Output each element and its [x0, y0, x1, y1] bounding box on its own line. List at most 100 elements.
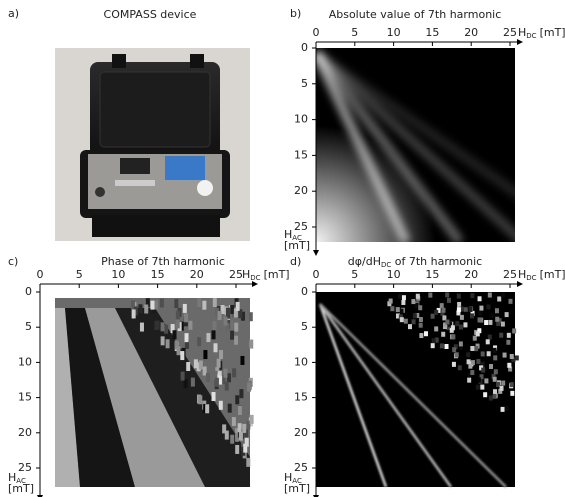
- heatmap-cell: [235, 432, 240, 442]
- heatmap-cell: [514, 355, 519, 361]
- heatmap-cell: [508, 366, 513, 372]
- y-tick-label: 10: [18, 355, 32, 368]
- axis-label: HDC [mT]: [518, 268, 565, 282]
- heatmap-cell: [469, 313, 474, 319]
- panel-title-part: of 7th harmonic: [391, 255, 482, 268]
- heatmap-cell: [235, 301, 240, 311]
- x-axis-arrow: [252, 281, 258, 287]
- device-photo: [55, 48, 250, 241]
- heatmap-cell: [144, 304, 149, 314]
- heatmap-cell: [221, 375, 226, 385]
- heatmap-cell: [240, 311, 245, 321]
- heatmap-cell: [398, 314, 403, 320]
- heatmap-cell: [240, 355, 245, 365]
- heatmap-cell: [233, 308, 238, 318]
- heatmap-cell: [480, 351, 485, 357]
- heatmap-cell: [242, 423, 247, 433]
- heatmap-cell: [463, 302, 468, 308]
- heatmap-cell: [468, 306, 473, 312]
- heatmap-cell: [496, 382, 501, 388]
- panel-label: b): [290, 7, 301, 20]
- heatmap-cell: [475, 343, 480, 349]
- heatmap-cell: [479, 374, 484, 380]
- heatmap-cell: [246, 420, 251, 430]
- heatmap: [55, 298, 254, 487]
- heatmap-cell: [230, 304, 235, 314]
- heatmap-cell: [497, 318, 502, 324]
- heatmap-cell: [399, 317, 404, 323]
- heatmap-cell: [459, 314, 464, 320]
- heatmap-cell: [224, 381, 229, 391]
- heatmap-cell: [415, 312, 420, 318]
- heatmap-cell: [508, 298, 513, 304]
- y-tick-label: 0: [25, 285, 32, 298]
- heatmap-cell: [193, 359, 198, 369]
- heatmap-cell: [154, 300, 159, 310]
- heatmap-cell: [223, 368, 228, 378]
- heatmap-cell: [501, 292, 506, 298]
- x-tick-label: 20: [464, 26, 478, 39]
- heatmap-cell: [133, 306, 138, 316]
- heatmap-cell: [439, 343, 444, 349]
- heatmap-cell: [218, 375, 223, 385]
- heatmap-cell: [213, 343, 218, 353]
- axis-label-unit: [mT]: [540, 26, 565, 39]
- heatmap-cell: [504, 406, 509, 412]
- axis-label-unit: [mT]: [8, 482, 34, 495]
- heatmap-cell: [130, 300, 135, 310]
- heatmap-cell: [466, 359, 471, 365]
- heatmap-cell: [455, 321, 460, 327]
- heatmap-cell: [205, 404, 210, 414]
- heatmap-cell: [206, 333, 211, 343]
- heatmap-cell: [249, 414, 254, 424]
- heatmap-cell: [507, 362, 512, 368]
- heatmap-cell: [230, 434, 235, 444]
- x-tick-label: 5: [351, 268, 358, 281]
- heatmap-cell: [490, 313, 495, 319]
- x-tick-label: 15: [151, 268, 165, 281]
- heatmap-cell: [237, 423, 242, 433]
- heatmap-cell: [442, 315, 447, 321]
- heatmap-cell: [430, 313, 435, 319]
- heatmap-cell: [203, 350, 208, 360]
- heatmap-cell: [449, 327, 454, 333]
- panel-label: d): [290, 255, 301, 268]
- x-tick-label: 25: [229, 268, 243, 281]
- heatmap-cell: [238, 309, 243, 319]
- heatmap-cell: [492, 389, 497, 395]
- axis-label-sub: DC: [526, 274, 536, 282]
- heatmap-cell: [475, 384, 480, 390]
- x-axis-arrow: [517, 281, 523, 287]
- panel-title: COMPASS device: [104, 8, 197, 21]
- y-tick-label: 10: [294, 113, 308, 126]
- axis-label-unit: [mT]: [264, 268, 290, 281]
- heatmap-cell: [217, 311, 222, 321]
- heatmap-cell: [470, 345, 475, 351]
- heatmap-cell: [509, 382, 514, 388]
- heatmap-cell: [479, 305, 484, 311]
- heatmap-cell: [458, 324, 463, 330]
- heatmap-cell: [212, 298, 217, 308]
- heatmap-cell: [180, 351, 185, 361]
- heatmap-cell: [139, 322, 144, 332]
- x-tick-label: 20: [190, 268, 204, 281]
- heatmap-cell: [231, 417, 236, 427]
- heatmap-cell: [411, 299, 416, 305]
- heatmap-cell: [184, 313, 189, 323]
- heatmap-cell: [198, 395, 203, 405]
- x-tick-label: 10: [387, 26, 401, 39]
- heatmap-cell: [504, 312, 509, 318]
- heatmap-cell: [227, 403, 232, 413]
- heatmap-cell: [453, 344, 458, 350]
- heatmap-cell: [176, 346, 181, 356]
- heatmap-cell: [170, 324, 175, 334]
- heatmap-cell: [213, 358, 218, 368]
- heatmap-cell: [470, 293, 475, 299]
- heatmap-cell: [475, 331, 480, 337]
- heatmap-cell: [159, 298, 164, 308]
- axis-label: HAC: [8, 471, 26, 485]
- heatmap-cell: [188, 320, 193, 330]
- axis-label-base: H: [518, 26, 526, 39]
- x-tick-label: 0: [37, 268, 44, 281]
- heatmap-cell: [500, 321, 505, 327]
